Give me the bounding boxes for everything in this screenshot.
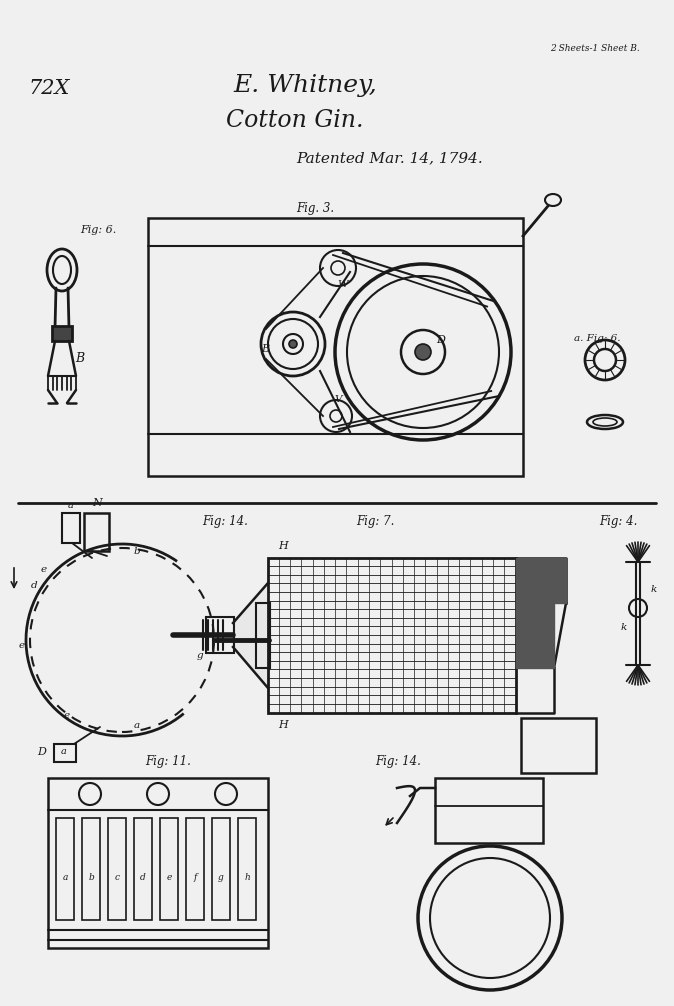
Bar — [148, 218, 523, 476]
Bar — [84, 513, 109, 551]
Text: Cotton Gin.: Cotton Gin. — [226, 109, 364, 132]
Bar — [82, 818, 100, 920]
Text: c: c — [115, 872, 119, 881]
Bar — [206, 617, 234, 653]
Text: a: a — [68, 501, 74, 509]
Bar — [186, 818, 204, 920]
Text: B: B — [75, 351, 84, 364]
Text: Fig: 14.: Fig: 14. — [375, 756, 421, 769]
Text: E. Whitney,: E. Whitney, — [233, 73, 377, 97]
Text: b: b — [88, 872, 94, 881]
Polygon shape — [516, 558, 566, 668]
Text: e: e — [166, 872, 172, 881]
Bar — [238, 818, 256, 920]
Text: H: H — [278, 720, 288, 730]
Text: e: e — [19, 641, 25, 650]
Text: d: d — [140, 872, 146, 881]
Bar — [256, 603, 270, 668]
Text: a: a — [61, 747, 67, 757]
Text: Fig. 3.: Fig. 3. — [296, 201, 334, 214]
Text: H: H — [278, 541, 288, 551]
Bar — [54, 744, 76, 762]
Text: f: f — [193, 872, 197, 881]
Bar — [160, 818, 178, 920]
Circle shape — [289, 340, 297, 348]
Text: 2 Sheets-1 Sheet B.: 2 Sheets-1 Sheet B. — [550, 43, 640, 52]
Text: Fig: 6.: Fig: 6. — [80, 225, 116, 235]
Bar — [134, 818, 152, 920]
Bar — [108, 818, 126, 920]
Text: b: b — [133, 547, 140, 556]
Bar — [48, 778, 268, 948]
Text: h: h — [244, 872, 250, 881]
Bar — [435, 778, 543, 843]
Text: Patented Mar. 14, 1794.: Patented Mar. 14, 1794. — [297, 151, 483, 165]
Text: g: g — [197, 651, 204, 660]
Polygon shape — [233, 583, 268, 688]
Text: d: d — [31, 580, 37, 590]
Text: Fig: 4.: Fig: 4. — [599, 515, 637, 528]
Text: B: B — [261, 344, 269, 354]
Bar — [268, 558, 516, 713]
Bar — [56, 818, 74, 920]
Text: N: N — [92, 498, 102, 508]
Text: V: V — [334, 394, 342, 403]
Text: Fig: 7.: Fig: 7. — [356, 515, 394, 528]
Circle shape — [415, 344, 431, 360]
Bar — [62, 513, 80, 543]
Text: k: k — [651, 585, 657, 595]
Text: D: D — [437, 335, 446, 345]
Text: a: a — [134, 720, 140, 729]
Bar — [212, 818, 230, 920]
Text: e: e — [41, 565, 47, 574]
Text: W: W — [338, 280, 348, 289]
Text: D: D — [38, 747, 47, 757]
Text: a: a — [62, 872, 67, 881]
Text: Fig: 14.: Fig: 14. — [202, 515, 248, 528]
Text: Fig: 11.: Fig: 11. — [145, 756, 191, 769]
Text: k: k — [621, 624, 627, 633]
Bar — [52, 326, 72, 341]
Text: a. Fig: 6.: a. Fig: 6. — [574, 334, 620, 342]
Bar — [521, 718, 596, 773]
Text: g: g — [218, 872, 224, 881]
Text: 72X: 72X — [28, 78, 69, 98]
Text: e: e — [64, 710, 70, 719]
